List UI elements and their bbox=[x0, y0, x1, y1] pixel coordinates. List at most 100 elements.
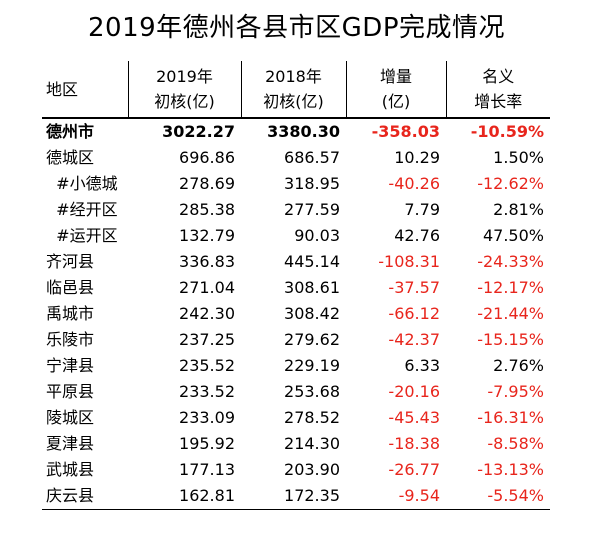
table-row: 临邑县 271.04 308.61 -37.57 -12.17% bbox=[42, 275, 550, 301]
cell-gdp-2019: 3022.27 bbox=[162, 122, 235, 141]
cell-gdp-2019: 233.52 bbox=[179, 382, 235, 401]
cell-growth: 2.81% bbox=[493, 200, 544, 219]
cell-gdp-2018: 229.19 bbox=[284, 356, 340, 375]
header-increase: 增量 (亿) bbox=[345, 61, 446, 119]
cell-gdp-2019: 235.52 bbox=[179, 356, 235, 375]
table-row: 陵城区 233.09 278.52 -45.43 -16.31% bbox=[42, 405, 550, 431]
cell-growth: -21.44% bbox=[477, 304, 544, 323]
cell-increase: -9.54 bbox=[346, 483, 446, 510]
cell-region: 禹城市 bbox=[46, 304, 95, 323]
cell-increase: 42.76 bbox=[394, 226, 440, 245]
header-region: 地区 bbox=[42, 61, 128, 119]
table-row-total: 德州市 3022.27 3380.30 -358.03 -10.59% bbox=[42, 118, 550, 145]
cell-gdp-2019: 278.69 bbox=[179, 174, 235, 193]
cell-gdp-2018: 3380.30 bbox=[267, 122, 340, 141]
cell-increase: -40.26 bbox=[388, 174, 440, 193]
cell-region: #经开区 bbox=[46, 200, 118, 219]
cell-growth: -10.59% bbox=[470, 122, 544, 141]
cell-region: 齐河县 bbox=[46, 252, 95, 271]
table-row: 夏津县 195.92 214.30 -18.38 -8.58% bbox=[42, 431, 550, 457]
cell-growth: -8.58% bbox=[487, 434, 544, 453]
cell-region: 临邑县 bbox=[46, 278, 95, 297]
cell-gdp-2019: 195.92 bbox=[179, 434, 235, 453]
cell-region: 乐陵市 bbox=[46, 330, 95, 349]
cell-gdp-2019: 336.83 bbox=[179, 252, 235, 271]
cell-gdp-2018: 445.14 bbox=[284, 252, 340, 271]
cell-region: 德州市 bbox=[46, 122, 95, 141]
cell-gdp-2019: 271.04 bbox=[179, 278, 235, 297]
cell-gdp-2018: 214.30 bbox=[284, 434, 340, 453]
cell-increase: -26.77 bbox=[388, 460, 440, 479]
cell-increase: -66.12 bbox=[388, 304, 440, 323]
cell-growth: -15.15% bbox=[477, 330, 544, 349]
cell-gdp-2019: 696.86 bbox=[179, 148, 235, 167]
table-row: 武城县 177.13 203.90 -26.77 -13.13% bbox=[42, 457, 550, 483]
header-gdp-2019-line2: 初核(亿) bbox=[154, 92, 215, 111]
cell-growth: 1.50% bbox=[493, 148, 544, 167]
header-growth-line1: 名义 bbox=[482, 67, 515, 86]
cell-region: 庆云县 bbox=[42, 483, 128, 510]
table-row: 禹城市 242.30 308.42 -66.12 -21.44% bbox=[42, 301, 550, 327]
cell-growth: -5.54% bbox=[446, 483, 550, 510]
cell-gdp-2018: 203.90 bbox=[284, 460, 340, 479]
cell-growth: -12.17% bbox=[477, 278, 544, 297]
table-row: 庆云县 162.81 172.35 -9.54 -5.54% bbox=[42, 483, 550, 510]
header-increase-line1: 增量 bbox=[379, 67, 412, 86]
table-row: #经开区 285.38 277.59 7.79 2.81% bbox=[42, 197, 550, 223]
cell-growth: 47.50% bbox=[482, 226, 544, 245]
cell-region: 陵城区 bbox=[46, 408, 95, 427]
cell-gdp-2018: 318.95 bbox=[284, 174, 340, 193]
cell-increase: 7.79 bbox=[404, 200, 440, 219]
header-growth: 名义 增长率 bbox=[445, 61, 550, 119]
cell-growth: -16.31% bbox=[477, 408, 544, 427]
table-row: 乐陵市 237.25 279.62 -42.37 -15.15% bbox=[42, 327, 550, 353]
cell-region: 宁津县 bbox=[46, 356, 95, 375]
cell-growth: 2.76% bbox=[493, 356, 544, 375]
table-row: 宁津县 235.52 229.19 6.33 2.76% bbox=[42, 353, 550, 379]
cell-increase: 6.33 bbox=[404, 356, 440, 375]
page-title: 2019年德州各县市区GDP完成情况 bbox=[87, 13, 505, 43]
table-row: #小德城 278.69 318.95 -40.26 -12.62% bbox=[42, 171, 550, 197]
cell-gdp-2019: 285.38 bbox=[179, 200, 235, 219]
cell-region: 武城县 bbox=[46, 460, 95, 479]
cell-region: 德城区 bbox=[46, 148, 95, 167]
cell-increase: -108.31 bbox=[378, 252, 440, 271]
cell-gdp-2018: 90.03 bbox=[294, 226, 340, 245]
cell-gdp-2019: 242.30 bbox=[179, 304, 235, 323]
cell-increase: 10.29 bbox=[394, 148, 440, 167]
cell-growth: -7.95% bbox=[487, 382, 544, 401]
cell-increase: -42.37 bbox=[388, 330, 440, 349]
cell-increase: -45.43 bbox=[388, 408, 440, 427]
header-region-label: 地区 bbox=[46, 79, 79, 99]
cell-gdp-2018: 686.57 bbox=[284, 148, 340, 167]
table-row: #运开区 132.79 90.03 42.76 47.50% bbox=[42, 223, 550, 249]
gdp-table: 地区 2019年 初核(亿) 2018年 初核(亿) 增量 (亿) 名义 增长率… bbox=[42, 61, 550, 510]
cell-growth: -24.33% bbox=[477, 252, 544, 271]
header-increase-line2: (亿) bbox=[381, 92, 411, 111]
cell-region: 平原县 bbox=[46, 382, 95, 401]
table-row: 齐河县 336.83 445.14 -108.31 -24.33% bbox=[42, 249, 550, 275]
cell-gdp-2019: 162.81 bbox=[128, 483, 241, 510]
cell-gdp-2018: 277.59 bbox=[284, 200, 340, 219]
header-gdp-2018-line1: 2018年 bbox=[265, 67, 322, 86]
header-row: 地区 2019年 初核(亿) 2018年 初核(亿) 增量 (亿) 名义 增长率 bbox=[42, 61, 550, 119]
cell-gdp-2019: 237.25 bbox=[179, 330, 235, 349]
header-growth-line2: 增长率 bbox=[474, 92, 523, 111]
cell-gdp-2019: 233.09 bbox=[179, 408, 235, 427]
cell-increase: -358.03 bbox=[371, 122, 440, 141]
cell-gdp-2018: 278.52 bbox=[284, 408, 340, 427]
cell-gdp-2018: 253.68 bbox=[284, 382, 340, 401]
cell-gdp-2018: 308.61 bbox=[284, 278, 340, 297]
cell-gdp-2018: 172.35 bbox=[241, 483, 346, 510]
cell-increase: -18.38 bbox=[388, 434, 440, 453]
cell-increase: -37.57 bbox=[388, 278, 440, 297]
table-row: 平原县 233.52 253.68 -20.16 -7.95% bbox=[42, 379, 550, 405]
cell-region: #运开区 bbox=[46, 226, 118, 245]
cell-growth: -13.13% bbox=[477, 460, 544, 479]
header-gdp-2018: 2018年 初核(亿) bbox=[240, 61, 346, 119]
header-gdp-2019-line1: 2019年 bbox=[156, 67, 213, 86]
cell-gdp-2019: 177.13 bbox=[179, 460, 235, 479]
cell-gdp-2019: 132.79 bbox=[179, 226, 235, 245]
cell-gdp-2018: 308.42 bbox=[284, 304, 340, 323]
table-header: 地区 2019年 初核(亿) 2018年 初核(亿) 增量 (亿) 名义 增长率 bbox=[42, 61, 550, 119]
